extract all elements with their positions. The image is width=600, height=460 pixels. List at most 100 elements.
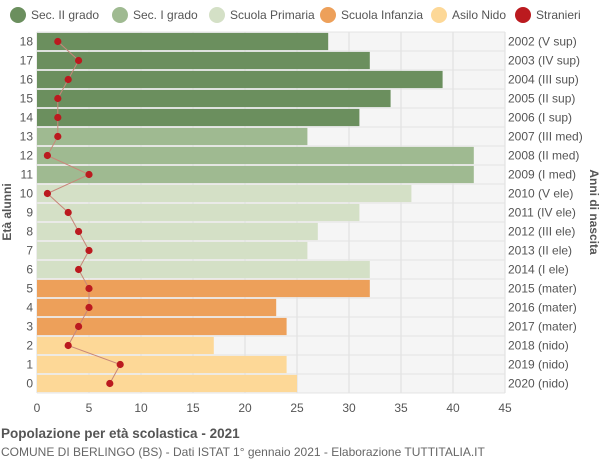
year-tick-label: 2003 (IV sup): [508, 54, 580, 68]
x-tick-label: 0: [34, 401, 41, 415]
stranieri-point: [75, 227, 83, 236]
stranieri-point: [64, 75, 72, 84]
age-tick-label: 12: [20, 149, 34, 163]
stranieri-point: [54, 37, 62, 46]
bars: [37, 32, 474, 393]
bar: [37, 279, 370, 298]
year-tick-label: 2006 (I sup): [508, 111, 572, 125]
legend-swatch-primaria: [209, 7, 225, 23]
age-tick-label: 11: [21, 168, 34, 182]
bar: [37, 89, 391, 108]
bar: [37, 70, 443, 89]
age-tick-label: 8: [26, 225, 33, 239]
year-tick-label: 2019 (nido): [508, 358, 569, 372]
age-tick-label: 14: [20, 111, 34, 125]
legend-label-sec1: Sec. I grado: [133, 8, 198, 22]
bar: [37, 203, 360, 222]
x-tick-label: 45: [498, 401, 512, 415]
year-tick-label: 2011 (IV ele): [508, 206, 576, 220]
age-tick-label: 16: [20, 73, 34, 87]
legend-item-sec2: Sec. II grado: [10, 7, 99, 23]
legend-label-nido: Asilo Nido: [452, 8, 507, 22]
year-tick-label: 2005 (II sup): [508, 92, 575, 106]
bar: [37, 355, 287, 374]
stranieri-point: [75, 56, 83, 65]
stranieri-point: [116, 360, 124, 369]
x-tick-label: 40: [446, 401, 460, 415]
bar: [37, 127, 308, 146]
x-tick-label: 20: [238, 401, 252, 415]
x-tick-label: 35: [394, 401, 408, 415]
year-tick-label: 2016 (mater): [508, 301, 577, 315]
age-tick-label: 17: [20, 54, 34, 68]
x-tick-label: 25: [290, 401, 304, 415]
stranieri-point: [64, 341, 72, 350]
age-tick-label: 1: [26, 358, 33, 372]
bar: [37, 298, 277, 317]
stranieri-point: [54, 94, 62, 103]
year-tick-label: 2013 (II ele): [508, 244, 572, 258]
legend-item-stranieri: Stranieri: [515, 7, 581, 23]
legend-item-infanzia: Scuola Infanzia: [320, 7, 423, 23]
stranieri-point: [54, 132, 62, 141]
legend-swatch-stranieri: [515, 7, 531, 23]
legend-label-primaria: Scuola Primaria: [230, 8, 315, 22]
legend-swatch-nido: [431, 7, 447, 23]
bar: [37, 108, 360, 127]
x-tick-label: 15: [186, 401, 200, 415]
year-tick-label: 2020 (nido): [508, 377, 569, 391]
y-axis-label: Età alunni: [0, 183, 14, 240]
y-axis-right-label: Anni di nascita: [587, 169, 600, 255]
age-tick-label: 5: [26, 282, 33, 296]
year-tick-label: 2010 (V ele): [508, 187, 573, 201]
year-tick-label: 2002 (V sup): [508, 35, 577, 49]
legend-swatch-sec2: [10, 7, 26, 23]
year-tick-label: 2017 (mater): [508, 320, 577, 334]
legend-label-sec2: Sec. II grado: [31, 8, 100, 22]
bar: [37, 260, 370, 279]
legend-swatch-sec1: [112, 7, 128, 23]
year-tick-label: 2008 (II med): [508, 149, 579, 163]
year-tick-label: 2015 (mater): [508, 282, 577, 296]
x-tick-label: 30: [342, 401, 356, 415]
stranieri-point: [85, 246, 93, 255]
bar: [37, 51, 370, 70]
year-tick-label: 2018 (nido): [508, 339, 569, 353]
age-tick-label: 13: [20, 130, 34, 144]
age-tick-label: 9: [26, 206, 33, 220]
age-tick-label: 2: [26, 339, 33, 353]
age-tick-label: 3: [26, 320, 33, 334]
stranieri-point: [106, 379, 114, 388]
x-tick-label: 5: [86, 401, 93, 415]
stranieri-point: [75, 265, 83, 274]
bar: [37, 165, 474, 184]
bar: [37, 317, 287, 336]
bar: [37, 184, 412, 203]
bar: [37, 32, 329, 51]
chart-subtitle: COMUNE DI BERLINGO (BS) - Dati ISTAT 1° …: [1, 445, 485, 459]
stranieri-point: [43, 189, 52, 198]
legend: Sec. II grado Sec. I grado Scuola Primar…: [0, 0, 600, 32]
legend-label-infanzia: Scuola Infanzia: [341, 8, 424, 22]
stranieri-point: [54, 113, 62, 122]
bar: [37, 336, 214, 355]
stranieri-point: [85, 284, 93, 293]
age-tick-label: 15: [20, 92, 34, 106]
x-tick-labels: 0 5 10 15 20 25 30 35 40 45: [34, 401, 512, 415]
age-tick-label: 18: [20, 35, 34, 49]
legend-item-sec1: Sec. I grado: [112, 7, 198, 23]
age-tick-label: 7: [26, 244, 33, 258]
x-tick-label: 10: [134, 401, 148, 415]
bar: [37, 241, 308, 260]
stranieri-point: [85, 170, 93, 179]
stranieri-point: [85, 303, 93, 312]
chart-title: Popolazione per età scolastica - 2021: [1, 426, 240, 441]
year-tick-label: 2009 (I med): [508, 168, 576, 182]
stranieri-point: [64, 208, 72, 217]
year-tick-label: 2014 (I ele): [508, 263, 569, 277]
stranieri-point: [43, 151, 52, 160]
bar: [37, 222, 318, 241]
year-tick-label: 2004 (III sup): [508, 73, 579, 87]
